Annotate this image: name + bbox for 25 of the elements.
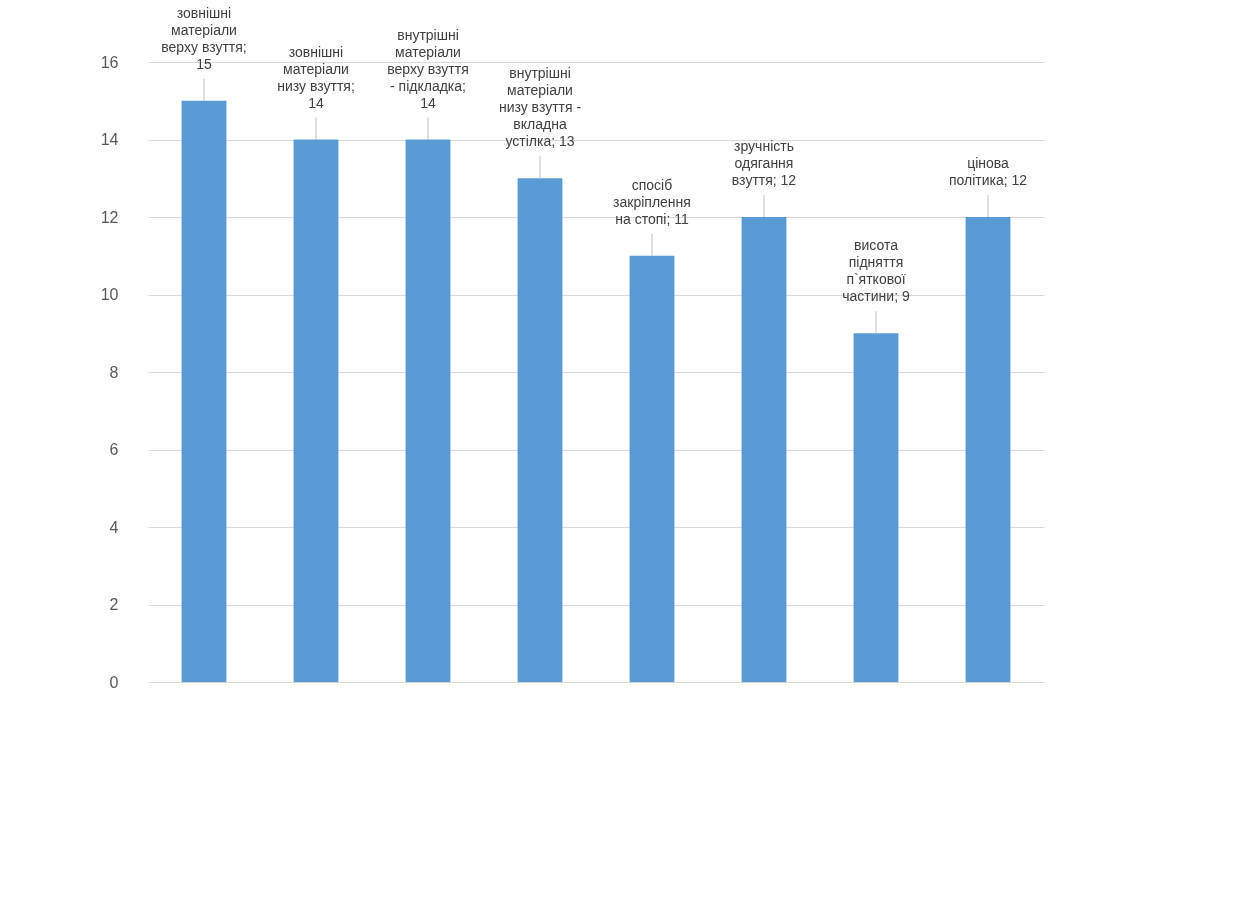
y-tick-label: 8 [109, 363, 119, 381]
data-label: висота підняття п`яткової частини; 9 [842, 237, 910, 305]
data-label: цінова політика; 12 [948, 155, 1028, 188]
data-label: зовнішні матеріали низу взуття; 14 [277, 43, 355, 111]
bar [965, 217, 1011, 682]
bar [853, 333, 899, 682]
data-label: внутрішні матеріали низу взуття - вкладна устілка; 13 [498, 65, 582, 150]
y-tick-label: 4 [109, 518, 119, 536]
bar [405, 139, 451, 682]
y-tick-label: 12 [100, 208, 119, 226]
y-tick-label: 0 [109, 673, 119, 691]
y-tick-label: 2 [109, 596, 119, 613]
bar [629, 255, 675, 682]
data-label: зовнішні матеріали верху взуття; 15 [161, 4, 247, 72]
y-tick-label: 10 [100, 286, 119, 303]
y-tick-label: 14 [100, 131, 119, 148]
data-label: спосіб закріплення на стопі; 11 [613, 176, 691, 227]
y-tick-label: 6 [109, 441, 119, 458]
data-label: зручність одягання взуття; 12 [731, 138, 797, 188]
bar [741, 217, 787, 682]
y-tick-label: 16 [100, 53, 119, 71]
bar [517, 178, 563, 682]
bar [181, 100, 227, 682]
data-label: внутрішні матеріали верху взуття - підкладка; 14 [387, 26, 469, 111]
bar [293, 139, 339, 682]
